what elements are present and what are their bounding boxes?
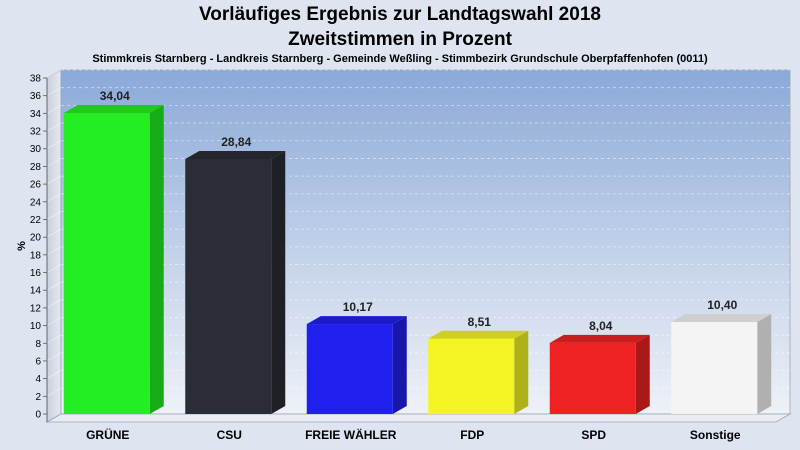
grid-line-side: [46, 105, 62, 114]
y-tick-label: 8: [35, 339, 41, 350]
y-tick-label: 26: [30, 180, 42, 191]
grid-line-side: [46, 69, 62, 79]
plot-side-wall: [46, 69, 62, 423]
bar-top: [306, 316, 407, 325]
grid-line-side: [46, 370, 62, 379]
bar-spd: [549, 334, 650, 414]
bar-side: [392, 316, 407, 414]
grid-line-side: [46, 317, 62, 326]
bar-value-label: 34,04: [100, 89, 130, 103]
bar-side: [514, 330, 529, 414]
chart-title-line1: Vorläufiges Ergebnis zur Landtagswahl 20…: [199, 4, 601, 25]
bar-value-label: 10,17: [343, 300, 373, 314]
bar-value-label: 8,51: [468, 315, 492, 329]
bar-fdp: [428, 330, 529, 414]
grid-line-side: [46, 122, 62, 132]
y-tick-label: 30: [30, 144, 42, 155]
grid-line-side: [46, 175, 62, 185]
x-category-label: FREIE WÄHLER: [305, 427, 397, 442]
grid-line-side: [46, 264, 62, 273]
bar-top: [185, 150, 286, 159]
y-tick-label: 6: [35, 356, 41, 367]
grid-line-side: [46, 334, 62, 344]
grid-line-side: [46, 158, 62, 167]
bar-front: [671, 322, 758, 414]
grid-line-side: [46, 281, 62, 291]
plot-back-wall: [60, 69, 791, 415]
chart-subtitle: Stimmkreis Starnberg - Landkreis Starnbe…: [92, 53, 708, 65]
bar-front: [63, 113, 150, 414]
y-tick-label: 32: [30, 127, 42, 138]
bar-front: [185, 158, 272, 414]
y-axis-label: %: [16, 241, 28, 251]
grid-line-side: [46, 87, 62, 97]
bar-csu: [185, 150, 286, 414]
bar-top: [671, 314, 772, 323]
grid-line-side: [46, 387, 62, 397]
y-tick-label: 28: [30, 162, 42, 173]
y-tick-label: 38: [30, 74, 42, 85]
bar-front: [428, 338, 515, 414]
y-tick-label: 0: [35, 410, 41, 421]
bar-side: [635, 334, 650, 414]
bar-front: [306, 324, 393, 414]
x-category-label: FDP: [460, 428, 484, 442]
y-tick-label: 2: [35, 392, 41, 403]
y-tick-label: 16: [30, 268, 42, 279]
bar-top: [549, 334, 650, 343]
bar-value-label: 8,04: [589, 319, 613, 333]
bar-side: [271, 150, 286, 414]
y-tick-label: 10: [30, 321, 42, 332]
x-category-label: CSU: [217, 428, 242, 442]
bar-sonstige: [671, 314, 772, 414]
bar-top: [63, 105, 164, 114]
x-category-label: GRÜNE: [86, 427, 129, 442]
y-tick-label: 22: [30, 215, 42, 226]
bar-freie-w-hler: [306, 316, 407, 414]
grid-line-side: [46, 140, 62, 150]
y-tick-label: 24: [30, 197, 42, 208]
y-tick-label: 34: [30, 109, 42, 120]
y-tick-label: 36: [30, 91, 42, 102]
y-tick-label: 20: [30, 233, 42, 244]
y-tick-label: 18: [30, 250, 42, 261]
bar-top: [428, 330, 529, 339]
grid-line-side: [46, 352, 62, 362]
bar-side: [757, 314, 772, 414]
plot-floor: [45, 413, 792, 423]
bar-gr-ne: [63, 105, 164, 414]
bar-side: [149, 105, 164, 414]
y-tick-label: 4: [35, 374, 41, 385]
bar-value-label: 10,40: [707, 298, 737, 312]
grid-line-side: [46, 193, 62, 203]
bar-value-label: 28,84: [221, 135, 251, 149]
grid-line-side: [46, 211, 62, 220]
chart-title-line2: Zweitstimmen in Prozent: [288, 29, 512, 50]
y-tick-label: 14: [30, 286, 42, 297]
grid-line-side: [46, 299, 62, 309]
bar-front: [549, 342, 636, 414]
x-category-label: Sonstige: [690, 428, 741, 442]
grid-line-side: [46, 246, 62, 256]
x-category-label: SPD: [581, 428, 606, 442]
y-tick-label: 12: [30, 303, 42, 314]
grid-line-side: [46, 228, 62, 238]
